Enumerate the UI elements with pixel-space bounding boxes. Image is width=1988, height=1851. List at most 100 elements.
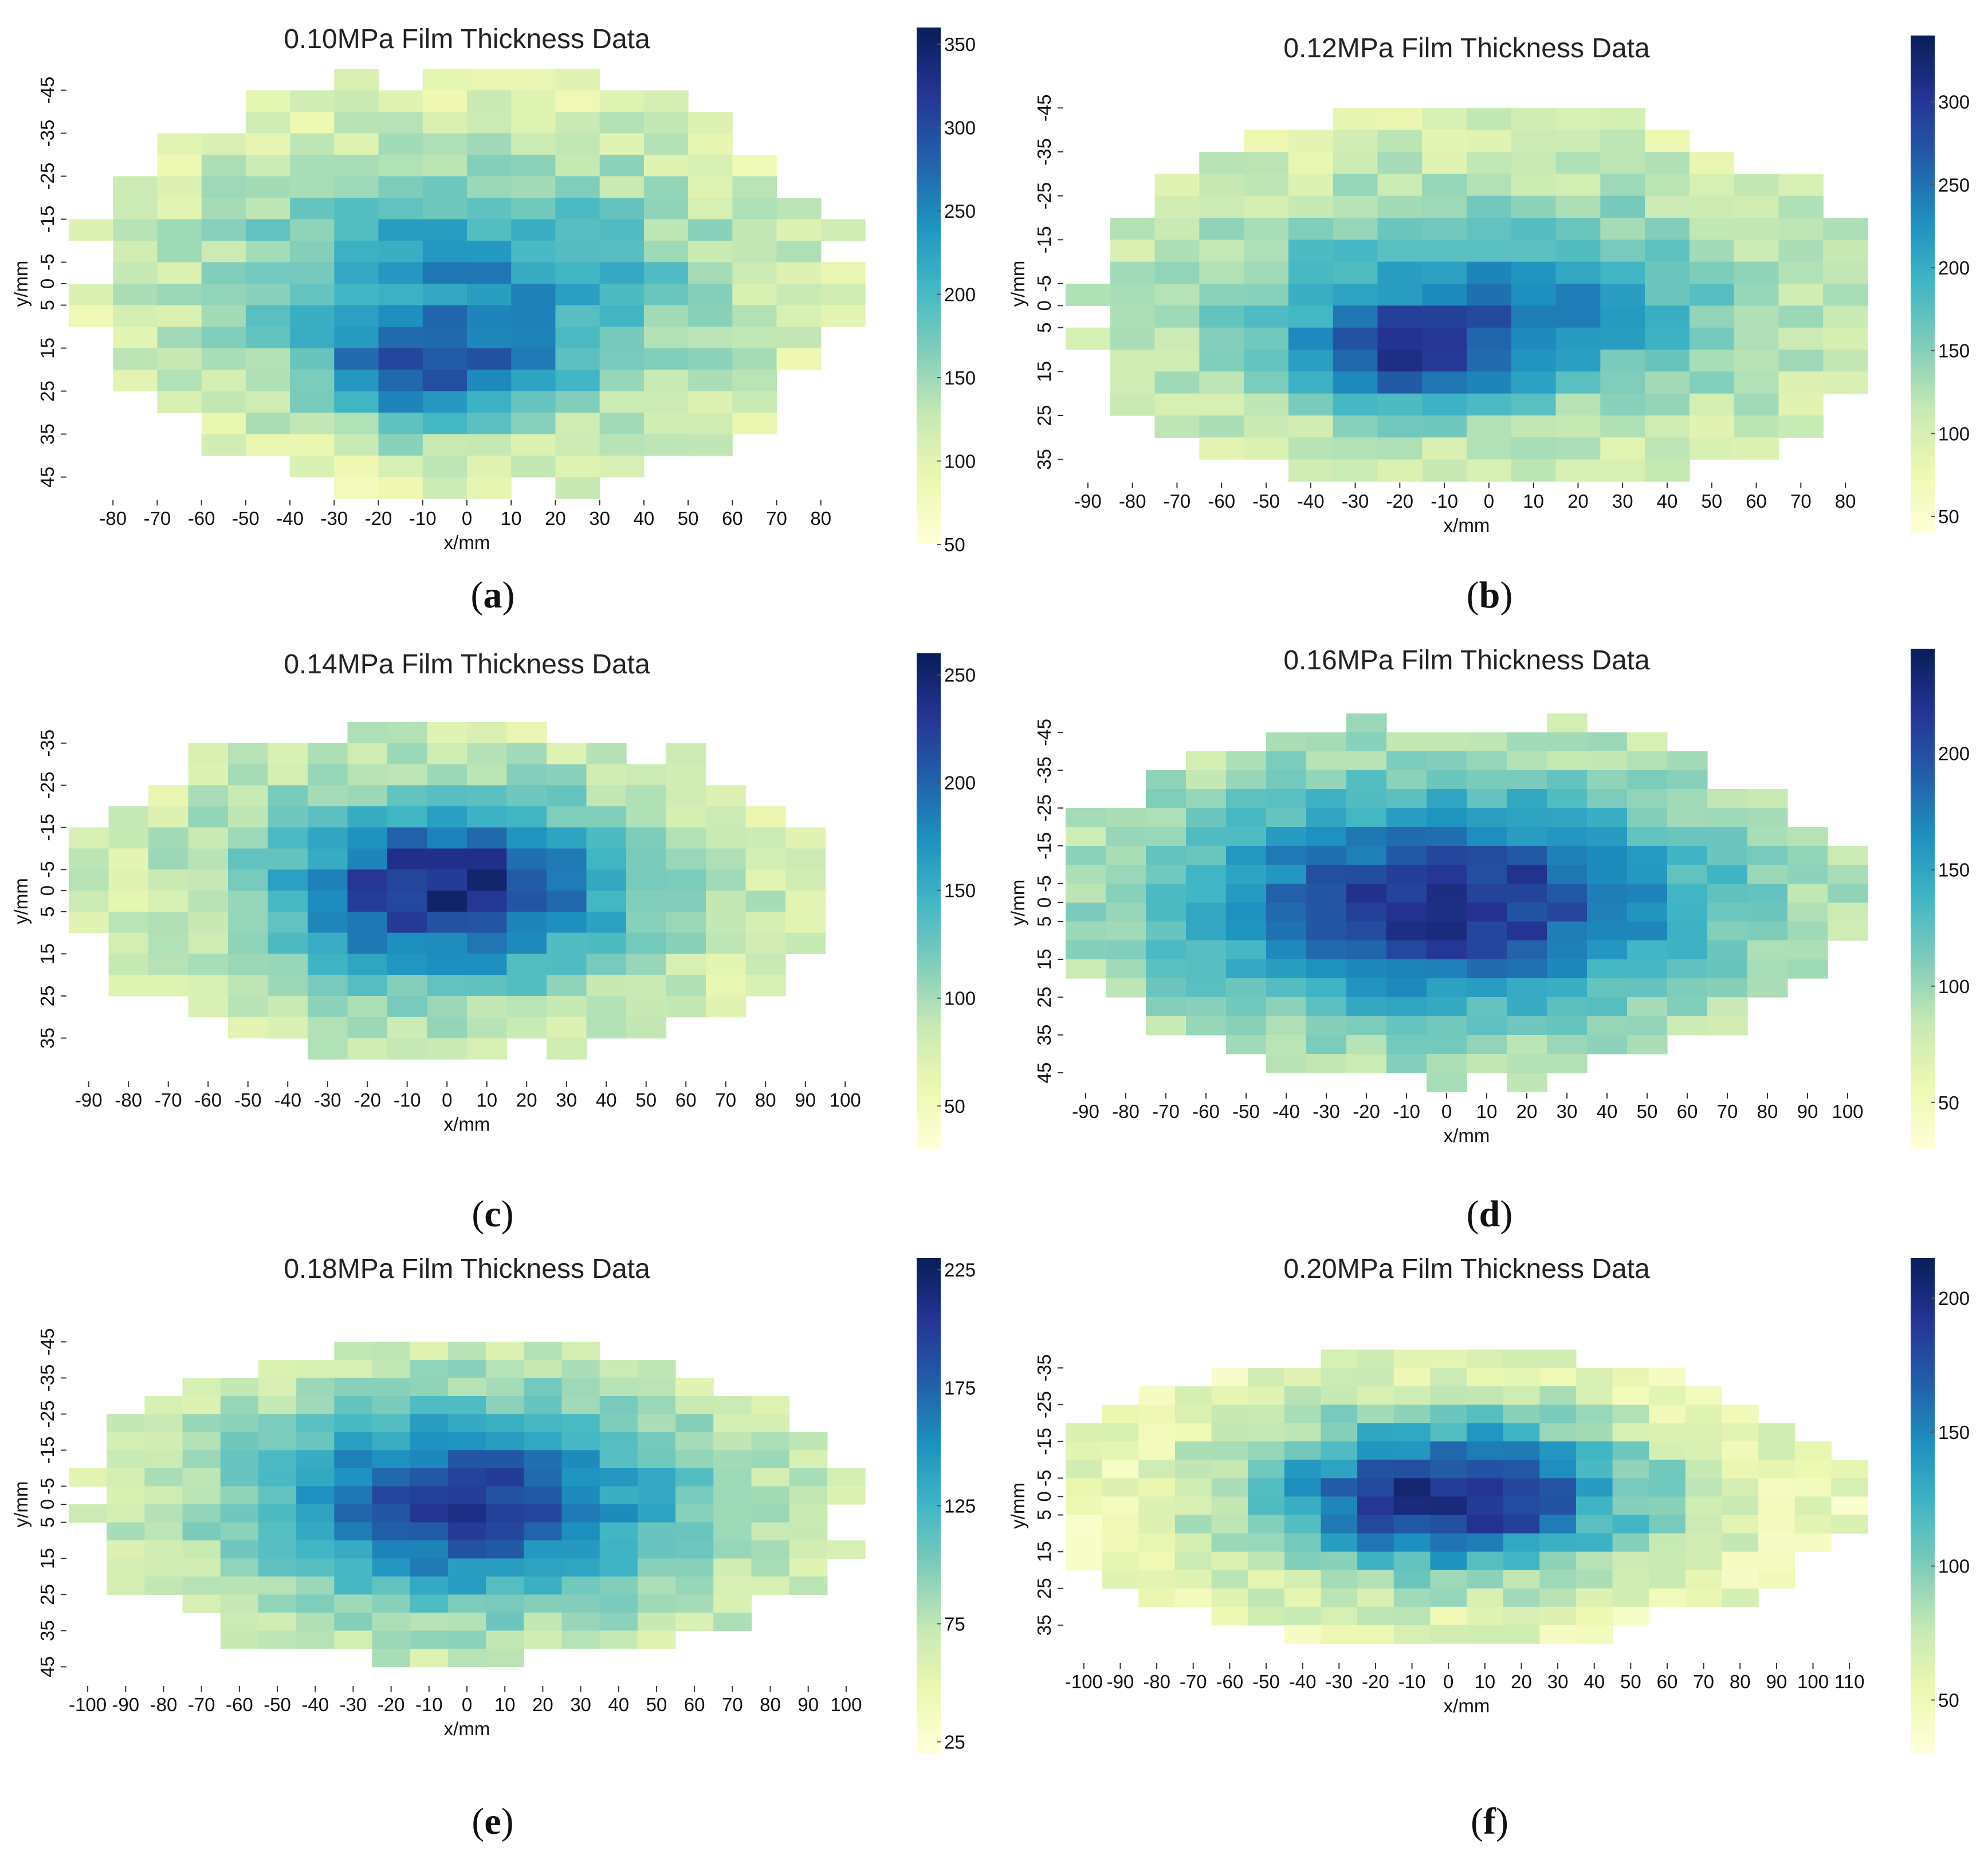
heatmap-cell — [1244, 393, 1289, 416]
heatmap-cell — [1244, 327, 1289, 350]
heatmap-cell — [1248, 1368, 1285, 1387]
heatmap-cell — [1547, 808, 1588, 828]
heatmap-cell — [1649, 1570, 1686, 1589]
heatmap-cell — [643, 348, 689, 370]
heatmap-cell — [1186, 789, 1227, 809]
heatmap-cell — [547, 995, 587, 1018]
heatmap-cell — [1600, 415, 1645, 438]
heatmap-cell — [1427, 1016, 1467, 1036]
heatmap-cell — [561, 1522, 600, 1541]
heatmap-cell — [1357, 1441, 1394, 1460]
heatmap-cell — [524, 1504, 563, 1523]
heatmap-cell — [1507, 997, 1547, 1017]
panel-f: 0.20MPa Film Thickness Data-100 -90 -80 -70… — [1007, 1254, 1970, 1842]
heatmap-cell — [1186, 770, 1227, 790]
heatmap-cell — [387, 848, 428, 870]
heatmap-cell — [157, 284, 202, 306]
heatmap-cell — [410, 1594, 449, 1613]
heatmap-cell — [706, 785, 747, 807]
x-tick-label: -60 — [1192, 1101, 1220, 1122]
heatmap-cell — [1248, 1478, 1285, 1497]
heatmap-cell — [1645, 459, 1690, 482]
x-axis: -90 -80 -70 -60 -50 -40 -30 -20 -10 0 10 20 30 40 50 60… — [1072, 1093, 1864, 1122]
colorbar-gradient — [917, 653, 941, 1149]
heatmap-cell — [308, 869, 348, 891]
heatmap-cell — [688, 219, 733, 241]
heatmap-cell — [188, 995, 229, 1018]
y-tick-label: 25 — [37, 986, 58, 1007]
heatmap-cell — [1106, 884, 1146, 903]
heatmap-cell — [113, 305, 158, 327]
heatmap-cell — [1467, 1423, 1504, 1442]
x-tick-label: -30 — [1342, 491, 1369, 512]
heatmap-cell — [486, 1594, 524, 1613]
heatmap-cell — [1321, 1386, 1358, 1405]
heatmap-cell — [789, 1558, 828, 1577]
heatmap-cell — [599, 1486, 638, 1505]
heatmap-cell — [1503, 1625, 1540, 1644]
heatmap-cell — [1555, 327, 1601, 350]
heatmap-cell — [666, 932, 706, 955]
x-tick-label: 20 — [1516, 1101, 1538, 1122]
heatmap-cell — [586, 869, 627, 891]
heatmap-cell — [1106, 978, 1146, 998]
panel-title: 0.10MPa Film Thickness Data — [284, 24, 650, 54]
heatmap-cell — [1539, 1496, 1577, 1516]
x-tick-label: -80 — [150, 1694, 178, 1715]
heatmap-cell — [1649, 1386, 1686, 1405]
heatmap-cell — [113, 284, 158, 306]
x-tick-label: 20 — [1511, 1671, 1532, 1692]
heatmap-cell — [1266, 770, 1307, 790]
heatmap-cell — [1321, 1588, 1358, 1607]
heatmap-cell — [688, 413, 733, 435]
heatmap-cell — [732, 305, 777, 327]
heatmap-cell — [626, 848, 667, 870]
heatmap-cell — [586, 911, 627, 934]
heatmap-cell — [1507, 959, 1547, 979]
heatmap-cell — [713, 1468, 752, 1487]
heatmap-cell — [675, 1414, 714, 1433]
heatmap-cell — [666, 954, 706, 975]
heatmap-cell — [1266, 884, 1307, 903]
x-tick-label: 30 — [570, 1694, 591, 1715]
heatmap-cell — [1321, 1441, 1358, 1460]
heatmap-cell — [1427, 978, 1467, 998]
x-tick-label: 100 — [1832, 1101, 1863, 1122]
heatmap-cell — [1146, 997, 1186, 1017]
heatmap-cell — [1722, 1496, 1759, 1516]
x-tick-label: 70 — [766, 508, 787, 529]
heatmap-cell — [1689, 415, 1735, 438]
heatmap-cell — [706, 869, 747, 891]
heatmap-cell — [1186, 865, 1227, 884]
heatmap-cell — [334, 1414, 373, 1433]
heatmap-cell — [586, 848, 627, 870]
heatmap-cell — [713, 1613, 752, 1632]
heatmap-cell — [713, 1432, 752, 1451]
heatmap-cell — [666, 764, 706, 786]
heatmap-cell — [1539, 1423, 1577, 1442]
heatmap-cell — [1467, 371, 1512, 394]
heatmap-cell — [486, 1396, 524, 1415]
heatmap-cell — [1377, 459, 1423, 482]
x-tick-label: 90 — [795, 1089, 816, 1111]
heatmap-cell — [1393, 1460, 1431, 1479]
heatmap-cell — [586, 975, 627, 997]
heatmap-cell — [675, 1468, 714, 1487]
panel-caption: (d) — [1467, 1193, 1513, 1235]
heatmap-cell — [666, 975, 706, 997]
heatmap-cell — [422, 69, 467, 91]
heatmap-cell — [626, 891, 667, 912]
heatmap-cell — [1689, 218, 1735, 240]
heatmap-cell — [732, 219, 777, 241]
x-tick-label: 60 — [722, 508, 743, 529]
heatmap-cell — [410, 1630, 449, 1649]
heatmap-cell — [524, 1378, 563, 1397]
heatmap-cell — [1612, 1533, 1649, 1552]
heatmap-cell — [1587, 940, 1628, 960]
heatmap-cell — [188, 743, 229, 765]
heatmap-cell — [626, 911, 667, 934]
x-tick-label: -10 — [394, 1089, 421, 1111]
heatmap-cell — [1689, 195, 1735, 218]
heatmap-cell — [1734, 327, 1779, 350]
heatmap-cell — [1174, 1588, 1212, 1607]
